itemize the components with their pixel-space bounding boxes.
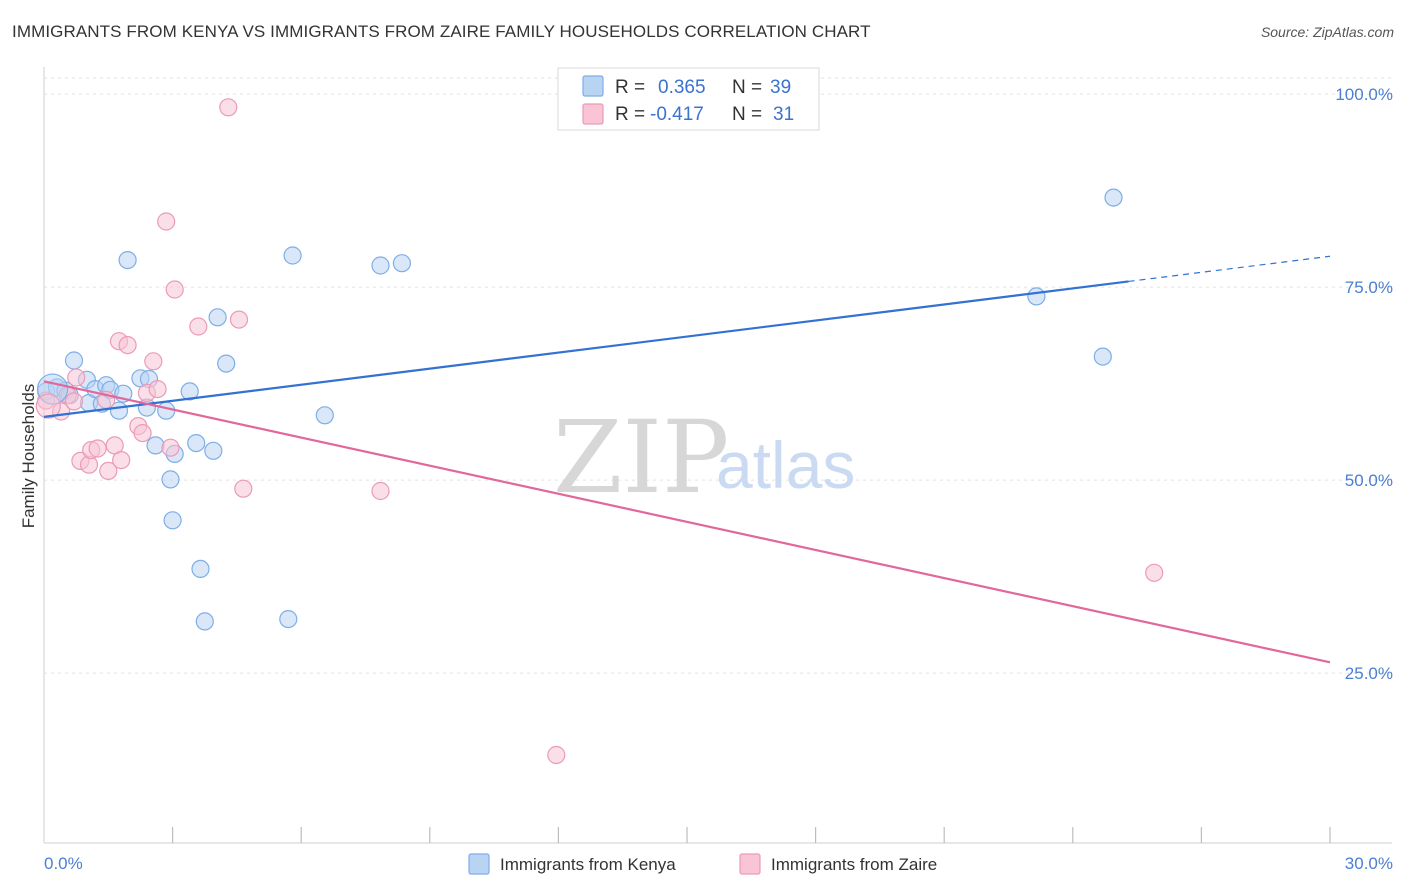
y-tick-labels: 25.0% 50.0% 75.0% 100.0% bbox=[1335, 85, 1393, 683]
point-zaire[interactable] bbox=[547, 745, 566, 765]
point-zaire[interactable] bbox=[64, 392, 84, 411]
point-zaire[interactable] bbox=[88, 439, 107, 458]
point-zaire[interactable] bbox=[157, 212, 176, 231]
point-kenya[interactable] bbox=[283, 246, 302, 265]
point-kenya[interactable] bbox=[118, 251, 137, 270]
point-kenya[interactable] bbox=[315, 406, 334, 425]
point-kenya[interactable] bbox=[1104, 188, 1123, 207]
y-axis-label: Family Households bbox=[19, 384, 38, 529]
point-zaire[interactable] bbox=[144, 352, 163, 371]
point-zaire[interactable] bbox=[118, 336, 137, 355]
x-tick-label-max: 30.0% bbox=[1345, 854, 1393, 873]
trend-line-kenya bbox=[43, 280, 1129, 418]
point-kenya[interactable] bbox=[279, 609, 298, 629]
x-axis-ticks bbox=[172, 827, 1331, 843]
point-zaire[interactable] bbox=[67, 368, 86, 387]
point-kenya[interactable] bbox=[187, 434, 206, 453]
axes bbox=[43, 67, 1392, 844]
stats-legend: R = 0.365 N = 39 R = -0.417 N = 31 bbox=[557, 67, 820, 131]
point-kenya[interactable] bbox=[204, 441, 223, 460]
point-zaire[interactable] bbox=[133, 424, 152, 443]
point-zaire[interactable] bbox=[165, 280, 184, 299]
point-kenya[interactable] bbox=[392, 254, 411, 273]
gridlines bbox=[44, 77, 1392, 674]
stats-n-value-kenya: 39 bbox=[770, 77, 791, 98]
stats-n-label-zaire: N = bbox=[732, 104, 762, 125]
trend-line-kenya-extension bbox=[1128, 255, 1331, 283]
chart-title: IMMIGRANTS FROM KENYA VS IMMIGRANTS FROM… bbox=[12, 22, 871, 41]
point-kenya[interactable] bbox=[195, 612, 214, 631]
stats-n-label-kenya: N = bbox=[732, 77, 762, 98]
y-tick-label: 25.0% bbox=[1345, 664, 1393, 683]
stats-r-label-zaire: R = bbox=[615, 104, 645, 125]
point-zaire-cluster[interactable] bbox=[35, 393, 61, 419]
point-kenya[interactable] bbox=[371, 256, 390, 275]
stats-n-value-zaire: 31 bbox=[773, 104, 794, 125]
point-zaire[interactable] bbox=[371, 481, 390, 501]
point-kenya[interactable] bbox=[180, 382, 199, 401]
point-zaire[interactable] bbox=[161, 438, 180, 457]
point-zaire[interactable] bbox=[229, 310, 249, 329]
legend-swatch-kenya[interactable] bbox=[468, 853, 490, 875]
stats-swatch-zaire bbox=[582, 103, 604, 125]
point-kenya[interactable] bbox=[1093, 347, 1112, 366]
legend-label-zaire[interactable]: Immigrants from Zaire bbox=[771, 855, 937, 874]
stats-r-label-kenya: R = bbox=[615, 77, 645, 98]
source-label: Source: ZipAtlas.com bbox=[1260, 24, 1394, 40]
y-tick-label: 50.0% bbox=[1345, 471, 1393, 490]
watermark: ZIP atlas bbox=[553, 399, 855, 516]
point-kenya[interactable] bbox=[191, 559, 210, 579]
trend-line-zaire bbox=[43, 380, 1331, 664]
point-zaire[interactable] bbox=[148, 380, 167, 399]
point-kenya[interactable] bbox=[217, 354, 236, 373]
point-kenya[interactable] bbox=[161, 470, 180, 489]
x-tick-label-min: 0.0% bbox=[44, 854, 83, 873]
point-kenya[interactable] bbox=[208, 308, 227, 327]
point-zaire[interactable] bbox=[219, 98, 238, 117]
point-zaire[interactable] bbox=[234, 479, 253, 498]
point-kenya[interactable] bbox=[163, 511, 182, 530]
point-zaire[interactable] bbox=[112, 451, 131, 470]
legend-swatch-zaire[interactable] bbox=[739, 853, 761, 875]
watermark-atlas: atlas bbox=[716, 428, 855, 502]
point-kenya[interactable] bbox=[1027, 287, 1046, 306]
point-zaire[interactable] bbox=[189, 317, 208, 336]
data-points bbox=[35, 98, 1164, 765]
y-tick-label: 100.0% bbox=[1335, 85, 1393, 104]
point-zaire[interactable] bbox=[99, 461, 118, 480]
point-zaire[interactable] bbox=[1145, 563, 1164, 582]
point-kenya[interactable] bbox=[146, 436, 165, 455]
trend-lines bbox=[43, 255, 1331, 664]
stats-r-value-kenya: 0.365 bbox=[658, 77, 706, 98]
legend-label-kenya[interactable]: Immigrants from Kenya bbox=[500, 855, 676, 874]
point-kenya[interactable] bbox=[64, 351, 84, 370]
y-tick-label: 75.0% bbox=[1345, 278, 1393, 297]
stats-swatch-kenya bbox=[582, 75, 604, 97]
series-legend: Immigrants from Kenya Immigrants from Za… bbox=[468, 853, 937, 875]
watermark-zip: ZIP bbox=[553, 399, 729, 516]
point-kenya[interactable] bbox=[157, 401, 176, 420]
stats-r-value-zaire: -0.417 bbox=[650, 104, 704, 125]
